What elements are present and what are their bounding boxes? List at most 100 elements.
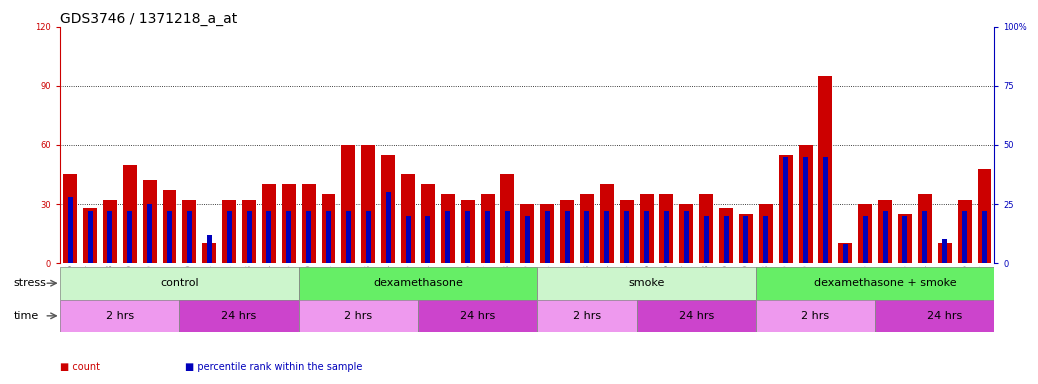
Bar (60, 300, 180, 332)
Bar (538, 300, 636, 332)
Bar (704, 216, 709, 263)
Bar (418, 300, 538, 332)
Bar (659, 194, 674, 263)
Bar (756, 300, 875, 332)
Bar (636, 300, 756, 332)
Bar (299, 267, 538, 300)
Bar (978, 169, 991, 263)
Bar (226, 211, 231, 263)
Bar (167, 211, 172, 263)
Bar (242, 200, 256, 263)
Text: 2 hrs: 2 hrs (106, 311, 134, 321)
Bar (743, 216, 748, 263)
Bar (538, 267, 756, 300)
Bar (187, 211, 192, 263)
Bar (540, 204, 554, 263)
Bar (684, 211, 689, 263)
Bar (664, 211, 668, 263)
Text: 24 hrs: 24 hrs (221, 311, 256, 321)
Bar (128, 211, 132, 263)
Bar (504, 211, 510, 263)
Text: 2 hrs: 2 hrs (573, 311, 601, 321)
Bar (418, 300, 538, 332)
Text: GDS3746 / 1371218_a_at: GDS3746 / 1371218_a_at (60, 12, 238, 26)
Bar (326, 211, 331, 263)
Bar (843, 244, 848, 263)
Bar (122, 165, 137, 263)
Text: time: time (13, 311, 38, 321)
Bar (982, 211, 987, 263)
Bar (481, 194, 494, 263)
Bar (923, 211, 927, 263)
Bar (962, 211, 967, 263)
Bar (636, 300, 756, 332)
Bar (645, 211, 649, 263)
Bar (147, 204, 153, 263)
Bar (267, 211, 271, 263)
Text: ■ percentile rank within the sample: ■ percentile rank within the sample (185, 362, 362, 372)
Bar (604, 211, 609, 263)
Bar (878, 200, 892, 263)
Bar (87, 211, 92, 263)
Bar (302, 184, 316, 263)
Bar (401, 174, 415, 263)
Bar (299, 300, 418, 332)
Bar (624, 211, 629, 263)
Bar (222, 200, 236, 263)
Bar (902, 216, 907, 263)
Bar (525, 216, 529, 263)
Bar (60, 267, 299, 300)
Bar (580, 194, 594, 263)
Bar (565, 211, 570, 263)
Bar (839, 243, 852, 263)
Bar (756, 300, 875, 332)
Bar (381, 155, 395, 263)
Text: 24 hrs: 24 hrs (460, 311, 495, 321)
Text: control: control (160, 278, 198, 288)
Bar (67, 197, 73, 263)
Bar (426, 216, 431, 263)
Bar (365, 211, 371, 263)
Bar (739, 214, 753, 263)
Bar (500, 174, 515, 263)
Bar (763, 216, 768, 263)
Bar (875, 300, 1014, 332)
Bar (823, 157, 828, 263)
Bar (441, 194, 455, 263)
Bar (406, 216, 411, 263)
Bar (180, 300, 299, 332)
Bar (584, 211, 590, 263)
Bar (361, 145, 376, 263)
Bar (863, 216, 868, 263)
Text: dexamethasone + smoke: dexamethasone + smoke (814, 278, 956, 288)
Bar (600, 184, 613, 263)
Bar (639, 194, 654, 263)
Text: smoke: smoke (628, 278, 664, 288)
Bar (142, 180, 157, 263)
Bar (421, 184, 435, 263)
Bar (679, 204, 693, 263)
Bar (346, 211, 351, 263)
Bar (898, 214, 912, 263)
Bar (299, 300, 418, 332)
Bar (63, 174, 77, 263)
Text: ■ count: ■ count (60, 362, 101, 372)
Bar (60, 300, 180, 332)
Bar (461, 200, 474, 263)
Bar (202, 243, 216, 263)
Bar (719, 208, 733, 263)
Text: stress: stress (13, 278, 47, 288)
Bar (520, 204, 535, 263)
Bar (798, 145, 813, 263)
Bar (882, 211, 887, 263)
Bar (538, 267, 756, 300)
Bar (759, 204, 772, 263)
Bar (299, 267, 538, 300)
Bar (819, 76, 832, 263)
Bar (306, 211, 311, 263)
Bar (342, 145, 355, 263)
Text: 24 hrs: 24 hrs (679, 311, 714, 321)
Bar (485, 211, 490, 263)
Bar (561, 200, 574, 263)
Text: dexamethasone: dexamethasone (373, 278, 463, 288)
